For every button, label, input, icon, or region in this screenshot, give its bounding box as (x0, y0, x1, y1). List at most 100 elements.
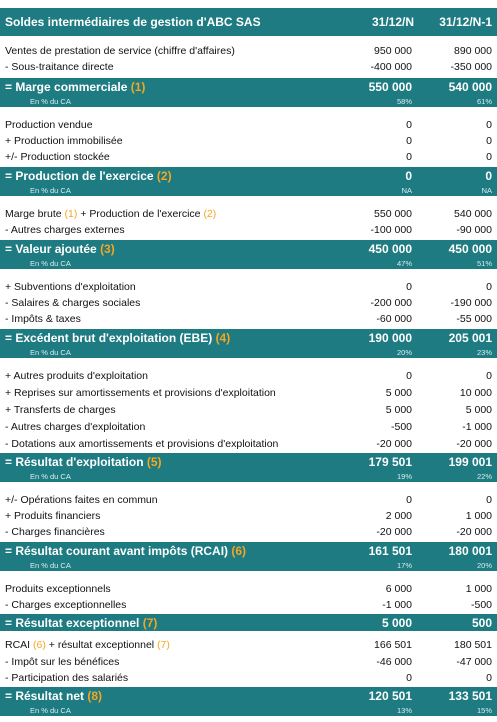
row-label: + résultat exceptionnel (48, 639, 155, 651)
ref-number: (4) (215, 330, 231, 345)
value-n: 5 000 (385, 404, 412, 416)
value-n1: -90 000 (456, 224, 492, 236)
table-row: - Impôt sur les bénéfices -46 000 -47 00… (0, 655, 497, 669)
total-label: = Marge commerciale (5, 79, 128, 94)
value-n1: 0 (486, 151, 492, 163)
pct-label: En % du CA (30, 471, 71, 481)
row-label: - Charges exceptionnelles (5, 599, 127, 611)
total-row-resultat-exceptionnel: = Résultat exceptionnel (7) 5 000 500 (0, 614, 497, 631)
total-row-rcai: = Résultat courant avant impôts (RCAI) (… (0, 542, 497, 559)
value-n: -60 000 (376, 313, 412, 325)
pct-n1: 15% (476, 705, 492, 715)
value-n: 5 000 (385, 387, 412, 399)
row-label: - Charges financières (5, 526, 105, 538)
pct-n1: 61% (476, 96, 492, 106)
value-n: 950 000 (374, 45, 412, 57)
value-n: 0 (406, 281, 412, 293)
value-n: -20 000 (376, 438, 412, 450)
total-row-resultat-net: = Résultat net (8) 120 501 133 501 (0, 687, 497, 704)
value-n1: -47 000 (456, 656, 492, 668)
total-n1: 205 001 (448, 330, 492, 345)
table-row: + Subventions d'exploitation 0 0 (0, 280, 497, 294)
value-n: -100 000 (370, 224, 412, 236)
ref-number: (2) (156, 168, 172, 183)
pct-row: En % du CA 58% 61% (0, 95, 497, 107)
total-n1: 500 (471, 615, 492, 630)
value-n: 0 (406, 370, 412, 382)
value-n: -46 000 (376, 656, 412, 668)
table-row: - Sous-traitance directe -400 000 -350 0… (0, 60, 497, 74)
pct-n1: 51% (476, 258, 492, 268)
table-row: + Production immobilisée 0 0 (0, 134, 497, 148)
row-label: Ventes de prestation de service (chiffre… (5, 45, 235, 57)
pct-n: 19% (396, 471, 412, 481)
table-row: - Dotations aux amortissements et provis… (0, 437, 497, 451)
total-row-valeur-ajoutee: = Valeur ajoutée (3) 450 000 450 000 (0, 240, 497, 257)
total-label: = Production de l'exercice (5, 168, 154, 183)
row-label: Marge brute (5, 208, 62, 220)
ref-number: (7) (142, 615, 158, 630)
value-n1: -350 000 (450, 61, 492, 73)
row-label: + Transferts de charges (5, 404, 116, 416)
table-row: - Charges financières -20 000 -20 000 (0, 525, 497, 539)
table-row: +/- Opérations faites en commun 0 0 (0, 493, 497, 507)
row-label: - Sous-traitance directe (5, 61, 114, 73)
value-n: 0 (406, 119, 412, 131)
value-n1: -55 000 (456, 313, 492, 325)
pct-label: En % du CA (30, 96, 71, 106)
value-n1: 0 (486, 370, 492, 382)
pct-label: En % du CA (30, 185, 71, 195)
value-n1: -20 000 (456, 526, 492, 538)
total-n: 550 000 (368, 79, 412, 94)
value-n1: 180 501 (454, 639, 492, 651)
row-label: + Production de l'exercice (80, 208, 201, 220)
total-row-marge-commerciale: = Marge commerciale (1) 550 000 540 000 (0, 78, 497, 95)
ref-number: (1) (130, 79, 146, 94)
total-n: 0 (405, 168, 412, 183)
ref-number: (1) (64, 208, 78, 220)
row-label: +/- Production stockée (5, 151, 110, 163)
pct-n1: 23% (476, 347, 492, 357)
value-n1: 0 (486, 119, 492, 131)
table-row: + Autres produits d'exploitation 0 0 (0, 369, 497, 383)
pct-label: En % du CA (30, 347, 71, 357)
row-label: Production vendue (5, 119, 93, 131)
ref-number: (6) (231, 543, 247, 558)
table-row: - Charges exceptionnelles -1 000 -500 (0, 598, 497, 612)
total-label: = Excédent brut d'exploitation (EBE) (5, 330, 213, 345)
row-label: - Autres charges d'exploitation (5, 421, 146, 433)
table-row: Marge brute (1) + Production de l'exerci… (0, 207, 497, 221)
pct-n: 47% (396, 258, 412, 268)
table-header: Soldes intermédiaires de gestion d'ABC S… (0, 8, 497, 36)
total-label: = Résultat courant avant impôts (RCAI) (5, 543, 229, 558)
pct-n: NA (401, 185, 412, 195)
pct-row: En % du CA 20% 23% (0, 346, 497, 358)
value-n: 2 000 (385, 510, 412, 522)
pct-n: 17% (396, 560, 412, 570)
total-n1: 199 001 (448, 454, 492, 469)
total-label: = Valeur ajoutée (5, 241, 97, 256)
value-n: 0 (406, 151, 412, 163)
value-n: 0 (406, 494, 412, 506)
value-n1: 1 000 (465, 583, 492, 595)
row-label: RCAI (5, 639, 31, 651)
table-title: Soldes intermédiaires de gestion d'ABC S… (5, 15, 261, 29)
total-label: = Résultat net (5, 688, 85, 703)
total-n1: 180 001 (448, 543, 492, 558)
table-row: - Participation des salariés 0 0 (0, 671, 497, 685)
table-row: - Salaires & charges sociales -200 000 -… (0, 296, 497, 310)
row-label: - Dotations aux amortissements et provis… (5, 438, 279, 450)
value-n1: 0 (486, 494, 492, 506)
value-n: 166 501 (374, 639, 412, 651)
pct-n: 13% (396, 705, 412, 715)
value-n1: 10 000 (459, 387, 492, 399)
row-label: Produits exceptionnels (5, 583, 111, 595)
pct-label: En % du CA (30, 560, 71, 570)
total-label: = Résultat d'exploitation (5, 454, 144, 469)
row-label: + Produits financiers (5, 510, 101, 522)
value-n: 0 (406, 672, 412, 684)
value-n: 6 000 (385, 583, 412, 595)
row-label: - Impôts & taxes (5, 313, 81, 325)
table-row: RCAI (6) + résultat exceptionnel (7) 166… (0, 638, 497, 652)
value-n: -20 000 (376, 526, 412, 538)
